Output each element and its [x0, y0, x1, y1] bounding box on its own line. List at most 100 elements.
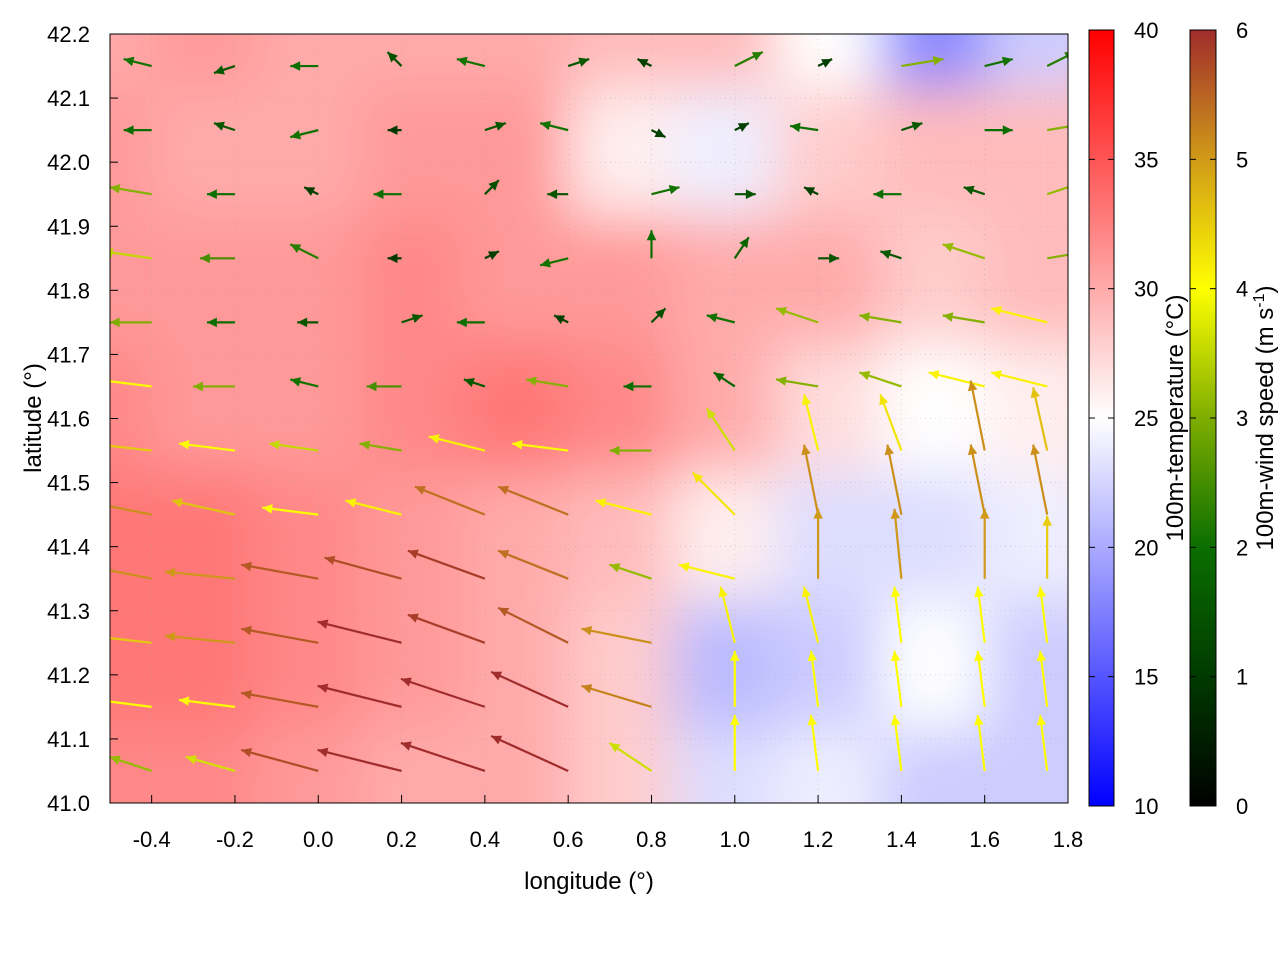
wind-arrow	[373, 189, 402, 199]
wind-colorbar-tick-label: 1	[1236, 665, 1248, 690]
wind-arrow-shaft	[581, 684, 652, 708]
y-tick-label: 42.2	[47, 22, 90, 47]
wind-arrow	[567, 57, 590, 68]
wind-arrow	[1046, 52, 1068, 68]
wind-arrow	[110, 184, 152, 196]
wind-arrow-head	[595, 498, 607, 508]
wind-arrow-head	[304, 187, 316, 196]
wind-arrow-head	[801, 586, 812, 598]
wind-label-end: )	[1252, 286, 1279, 294]
wind-arrow-shaft	[400, 741, 486, 773]
wind-arrow-head	[164, 632, 176, 642]
temperature-cell	[360, 600, 485, 749]
wind-arrow	[990, 306, 1048, 324]
temperature-colorbar-tick-label: 30	[1134, 277, 1158, 302]
wind-arrow-shaft	[886, 444, 903, 515]
y-tick-label: 41.4	[47, 535, 90, 560]
wind-label-main: 100m-wind speed (m s	[1252, 308, 1279, 551]
wind-arrow-head	[164, 567, 176, 578]
wind-arrow	[490, 734, 569, 772]
wind-arrow	[1030, 387, 1049, 451]
wind-arrow-shaft	[110, 505, 152, 516]
wind-arrow-head	[96, 376, 106, 385]
wind-colorbar-tick-label: 5	[1236, 147, 1248, 172]
wind-arrow-head	[185, 755, 197, 765]
x-tick-label: 1.8	[1053, 827, 1084, 852]
wind-arrow-shaft	[414, 485, 486, 516]
temperature-cell	[256, 472, 381, 621]
wind-arrow	[990, 370, 1048, 388]
wind-colorbar-tick-label: 3	[1236, 406, 1248, 431]
wind-arrow-shaft	[241, 691, 319, 708]
wind-arrow-head	[171, 498, 183, 508]
wind-arrow-shaft	[1046, 54, 1068, 68]
wind-arrow	[290, 61, 319, 71]
wind-arrow	[595, 498, 652, 516]
wind-arrow	[646, 230, 657, 259]
wind-arrow-shaft	[400, 677, 486, 708]
wind-arrow	[901, 121, 923, 132]
wind-arrow-head	[290, 130, 302, 140]
wind-arrow	[387, 125, 402, 135]
wind-arrow-head	[494, 121, 506, 131]
wind-arrow	[289, 129, 319, 140]
wind-arrow	[490, 670, 569, 708]
wind-arrow	[456, 56, 486, 68]
wind-arrow-head	[668, 184, 680, 195]
wind-arrow-head	[463, 378, 475, 388]
wind-arrow-head	[890, 508, 901, 520]
wind-arrow	[484, 250, 500, 261]
wind-arrow	[807, 714, 820, 772]
wind-arrow-head	[178, 440, 190, 450]
wind-arrow	[706, 313, 736, 324]
wind-arrow-shaft	[497, 485, 569, 516]
wind-arrow-head	[729, 714, 740, 725]
wind-arrow	[873, 189, 902, 199]
wind-arrow	[1036, 586, 1049, 643]
wind-arrow	[1036, 714, 1049, 772]
wind-arrow	[206, 189, 235, 199]
wind-arrow	[979, 508, 990, 579]
wind-arrow	[289, 243, 319, 260]
wind-arrow	[110, 317, 152, 328]
wind-arrow-head	[813, 508, 823, 519]
x-tick-label: 1.2	[803, 827, 834, 852]
wind-arrow-head	[578, 57, 590, 67]
y-tick-labels: 41.0 41.1 41.2 41.3 41.4 41.5 41.6 41.7 41.8 41.9…	[47, 22, 90, 816]
wind-arrow-head	[821, 59, 833, 68]
temperature-cell	[880, 88, 1006, 237]
wind-arrow	[317, 747, 402, 773]
wind-arrow	[729, 650, 740, 707]
wind-arrow	[359, 440, 402, 452]
wind-arrow	[178, 440, 236, 452]
wind-arrow	[324, 555, 402, 580]
wind-arrow	[484, 179, 500, 195]
wind-arrow-head	[637, 59, 649, 68]
wind-arrow-head	[678, 562, 690, 572]
wind-arrow	[123, 125, 152, 135]
wind-arrow-head	[526, 376, 537, 386]
wind-arrow-head	[199, 253, 210, 264]
wind-arrow-head	[890, 586, 901, 598]
wind-arrow	[400, 677, 486, 708]
temperature-colorbar-tick-label: 40	[1134, 18, 1158, 43]
wind-arrow-head	[491, 735, 503, 745]
temperature-cell	[985, 600, 1068, 749]
temperature-cell	[985, 216, 1068, 365]
wind-arrow-head	[609, 563, 621, 573]
wind-arrow-head	[400, 677, 412, 687]
wind-arrow-head	[366, 381, 377, 392]
temperature-colorbar-tick-label: 35	[1134, 147, 1158, 172]
wind-arrow-head	[317, 747, 329, 758]
wind-arrow-head	[488, 180, 499, 191]
wind-arrow	[734, 122, 750, 132]
wind-arrow-head	[745, 189, 756, 199]
wind-arrow	[289, 377, 319, 388]
y-tick-label: 41.5	[47, 471, 90, 496]
temperature-cell	[672, 472, 797, 621]
wind-arrow-head	[890, 714, 901, 726]
wind-arrow	[164, 567, 236, 580]
wind-arrow	[880, 249, 902, 260]
wind-arrow	[484, 121, 507, 132]
wind-arrow	[942, 242, 986, 260]
